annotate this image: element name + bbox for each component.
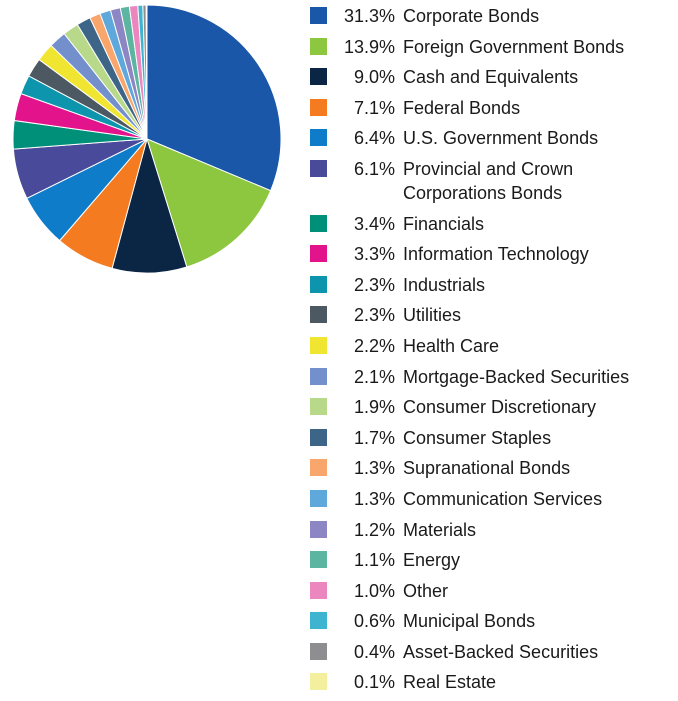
legend-item: 1.7% Consumer Staples	[310, 426, 678, 450]
legend-item: 2.3% Utilities	[310, 303, 678, 327]
pie-chart	[12, 4, 282, 274]
legend-percent: 6.4%	[353, 128, 395, 149]
legend-percent: 6.1%	[353, 158, 395, 179]
pie-slice	[145, 4, 148, 140]
legend-label: Cash and Equivalents	[403, 67, 579, 88]
legend-item: 6.4% U.S. Government Bonds	[310, 126, 678, 150]
pie-slice	[146, 138, 272, 268]
legend-label: Industrials	[403, 274, 486, 295]
legend-percent: 1.3%	[353, 488, 395, 509]
legend-swatch	[310, 275, 327, 293]
pie-slice	[146, 4, 282, 192]
legend-item: 1.1% Energy	[310, 548, 678, 572]
legend-swatch	[310, 673, 327, 691]
legend-swatch	[310, 612, 327, 630]
legend-swatch	[310, 642, 327, 660]
legend-item: 13.9% Foreign Government Bonds	[310, 35, 678, 59]
legend-item: 1.3% Communication Services	[310, 487, 678, 511]
legend-label: Financials	[403, 213, 485, 234]
legend-label: Materials	[403, 519, 477, 540]
legend-item: 0.1% Real Estate	[310, 670, 678, 694]
legend-swatch	[310, 98, 327, 116]
legend-item: 1.3% Supranational Bonds	[310, 456, 678, 480]
legend-item: 2.2% Health Care	[310, 334, 678, 358]
legend-swatch	[310, 336, 327, 354]
legend-label: Other	[403, 580, 449, 601]
legend-swatch	[310, 551, 327, 569]
legend-swatch	[310, 214, 327, 232]
legend-swatch	[310, 7, 327, 24]
legend-percent: 9.0%	[353, 67, 395, 88]
legend-swatch	[310, 489, 327, 507]
legend-percent: 2.3%	[353, 274, 395, 295]
legend-item: 3.4% Financials	[310, 212, 678, 236]
legend-swatch	[310, 428, 327, 446]
legend-label: Mortgage-Backed Securities	[403, 366, 630, 387]
legend-label: Real Estate	[403, 672, 497, 693]
legend-label: Corporate Bonds	[403, 6, 540, 26]
legend-percent: 0.1%	[353, 672, 395, 693]
legend: 31.3% Corporate Bonds 13.9% Foreign Governm…	[310, 4, 678, 701]
legend-percent: 1.2%	[353, 519, 395, 540]
legend-label: Communication Services	[403, 488, 603, 509]
legend-label: Utilities	[403, 305, 462, 326]
legend-label: Health Care	[403, 335, 500, 356]
legend-label: Supranational Bonds	[403, 458, 571, 479]
legend-label: Consumer Discretionary	[403, 397, 597, 418]
legend-percent: 0.4%	[353, 641, 395, 662]
legend-percent: 3.4%	[353, 213, 395, 234]
legend-swatch	[310, 520, 327, 538]
legend-percent: 3.3%	[353, 244, 395, 265]
legend-item: 9.0% Cash and Equivalents	[310, 65, 678, 89]
legend-item: 1.9% Consumer Discretionary	[310, 395, 678, 419]
legend-percent: 0.6%	[353, 611, 395, 632]
legend-label: Federal Bonds	[403, 97, 521, 118]
legend-item: 7.1% Federal Bonds	[310, 96, 678, 120]
legend-label: Foreign Government Bonds	[403, 36, 625, 57]
legend-label: Energy	[403, 550, 461, 571]
legend-percent: 1.0%	[353, 580, 395, 601]
legend-swatch	[310, 459, 327, 477]
legend-label: Information Technology	[403, 244, 589, 265]
legend-label: U.S. Government Bonds	[403, 128, 599, 149]
legend-label: Provincial and Crown Corporations Bonds	[403, 158, 574, 203]
legend-swatch	[310, 398, 327, 416]
legend-item: 1.2% Materials	[310, 518, 678, 542]
legend-label: Municipal Bonds	[403, 611, 536, 632]
legend-label: Asset-Backed Securities	[403, 641, 599, 662]
legend-item: 6.1% Provincial and Crown Corporations Bo…	[310, 157, 678, 205]
legend-percent: 1.7%	[353, 427, 395, 448]
legend-percent: 2.1%	[353, 366, 395, 387]
legend-label: Consumer Staples	[403, 427, 552, 448]
legend-swatch	[310, 245, 327, 263]
legend-percent: 13.9%	[343, 36, 395, 57]
legend-percent: 1.1%	[353, 550, 395, 571]
legend-swatch	[310, 129, 327, 147]
legend-swatch	[310, 37, 327, 55]
legend-percent: 2.2%	[353, 335, 395, 356]
legend-item: 0.4% Asset-Backed Securities	[310, 640, 678, 664]
legend-item: 1.0% Other	[310, 579, 678, 603]
legend-item: 0.6% Municipal Bonds	[310, 609, 678, 633]
legend-percent: 31.3%	[343, 6, 395, 26]
legend-percent: 1.3%	[353, 458, 395, 479]
legend-percent: 7.1%	[353, 97, 395, 118]
legend-swatch	[310, 367, 327, 385]
legend-item: 2.3% Industrials	[310, 273, 678, 297]
legend-swatch	[310, 68, 327, 86]
legend-swatch	[310, 581, 327, 599]
legend-swatch	[310, 159, 327, 177]
legend-item: 31.3% Corporate Bonds	[310, 4, 678, 28]
legend-swatch	[310, 306, 327, 324]
legend-item: 3.3% Information Technology	[310, 242, 678, 266]
legend-percent: 1.9%	[353, 397, 395, 418]
legend-percent: 2.3%	[353, 305, 395, 326]
legend-item: 2.1% Mortgage-Backed Securities	[310, 365, 678, 389]
